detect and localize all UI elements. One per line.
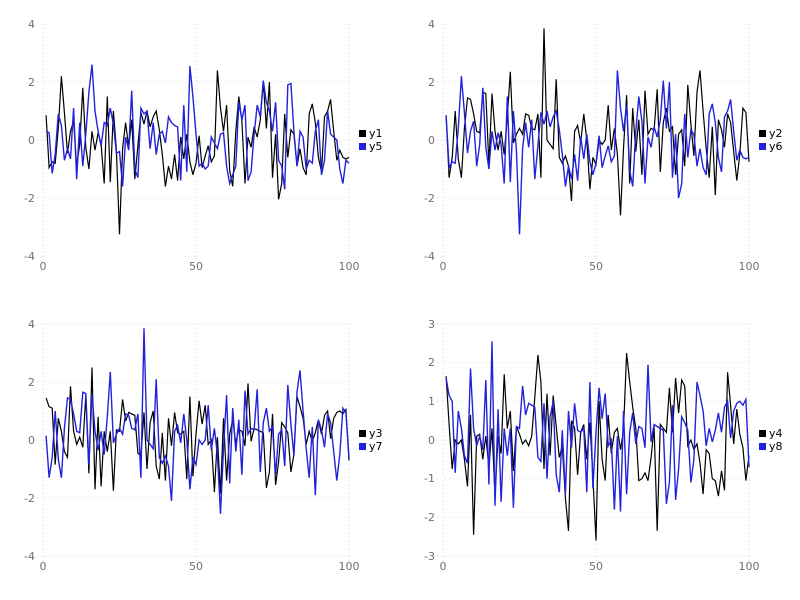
legend-entry-y8: y8 [759, 440, 783, 453]
series-line-y6 [445, 70, 750, 235]
y-tick-label: -4 [424, 250, 435, 263]
legend-entry-y5: y5 [359, 140, 383, 153]
subplot-top-right: -4 -2 0 2 4 0 50 100 y2 y6 [400, 0, 800, 300]
x-tick-label: 0 [439, 260, 447, 273]
x-tick-label: 100 [738, 260, 760, 273]
y-tick-label: 1 [428, 395, 435, 408]
legend-label: y1 [369, 127, 383, 140]
y-tick-label: 0 [28, 434, 35, 447]
legend-label: y3 [369, 427, 383, 440]
x-tick-label: 100 [338, 560, 360, 573]
y-tick-label: 2 [428, 76, 435, 89]
legend: y2 y6 [759, 127, 783, 153]
legend-label: y2 [769, 127, 783, 140]
legend-swatch-icon [759, 130, 766, 137]
legend-label: y6 [769, 140, 783, 153]
chart-plot-area [37, 23, 352, 262]
x-tick-label: 50 [589, 260, 603, 273]
series-line-y8 [445, 341, 750, 512]
legend-swatch-icon [759, 143, 766, 150]
legend-label: y4 [769, 427, 783, 440]
y-tick-label: 4 [28, 318, 35, 331]
legend-swatch-icon [759, 443, 766, 450]
y-tick-label: -3 [424, 550, 435, 563]
x-tick-label: 0 [39, 260, 47, 273]
legend-swatch-icon [759, 430, 766, 437]
y-tick-label: -2 [24, 192, 35, 205]
legend-swatch-icon [359, 443, 366, 450]
legend-label: y8 [769, 440, 783, 453]
legend-entry-y2: y2 [759, 127, 783, 140]
legend: y1 y5 [359, 127, 383, 153]
y-tick-label: -2 [24, 492, 35, 505]
y-tick-label: 2 [28, 376, 35, 389]
subplot-bottom-left: -4 -2 0 2 4 0 50 100 y3 y7 [0, 300, 400, 600]
y-tick-label: 0 [428, 134, 435, 147]
x-tick-label: 0 [39, 560, 47, 573]
legend-swatch-icon [359, 430, 366, 437]
legend: y3 y7 [359, 427, 383, 453]
legend-label: y5 [369, 140, 383, 153]
series-line-y7 [45, 328, 350, 514]
legend-label: y7 [369, 440, 383, 453]
legend-swatch-icon [359, 143, 366, 150]
legend-entry-y1: y1 [359, 127, 383, 140]
series-line-y2 [445, 28, 750, 216]
legend-entry-y7: y7 [359, 440, 383, 453]
y-tick-label: 0 [28, 134, 35, 147]
legend: y4 y8 [759, 427, 783, 453]
x-tick-label: 50 [589, 560, 603, 573]
x-tick-label: 50 [189, 260, 203, 273]
subplot-bottom-right: -3 -2 -1 0 1 2 3 0 50 100 y4 y8 [400, 300, 800, 600]
legend-entry-y3: y3 [359, 427, 383, 440]
y-tick-label: -2 [424, 192, 435, 205]
subplot-top-left: -4 -2 0 2 4 0 50 100 y1 y5 [0, 0, 400, 300]
y-tick-label: 4 [28, 18, 35, 31]
y-tick-label: 2 [28, 76, 35, 89]
x-tick-label: 50 [189, 560, 203, 573]
y-tick-label: 2 [428, 356, 435, 369]
y-tick-label: 4 [428, 18, 435, 31]
y-tick-label: -4 [24, 550, 35, 563]
y-tick-label: -2 [424, 511, 435, 524]
x-tick-label: 0 [439, 560, 447, 573]
y-tick-label: 3 [428, 318, 435, 331]
chart-plot-area [37, 323, 352, 562]
x-tick-label: 100 [338, 260, 360, 273]
legend-entry-y6: y6 [759, 140, 783, 153]
y-tick-label: -1 [424, 472, 435, 485]
legend-entry-y4: y4 [759, 427, 783, 440]
y-tick-label: 0 [428, 434, 435, 447]
legend-swatch-icon [359, 130, 366, 137]
chart-plot-area [437, 323, 752, 562]
y-tick-label: -4 [24, 250, 35, 263]
x-tick-label: 100 [738, 560, 760, 573]
series-line-y3 [45, 367, 350, 494]
chart-plot-area [437, 23, 752, 262]
series-line-y5 [45, 64, 350, 190]
